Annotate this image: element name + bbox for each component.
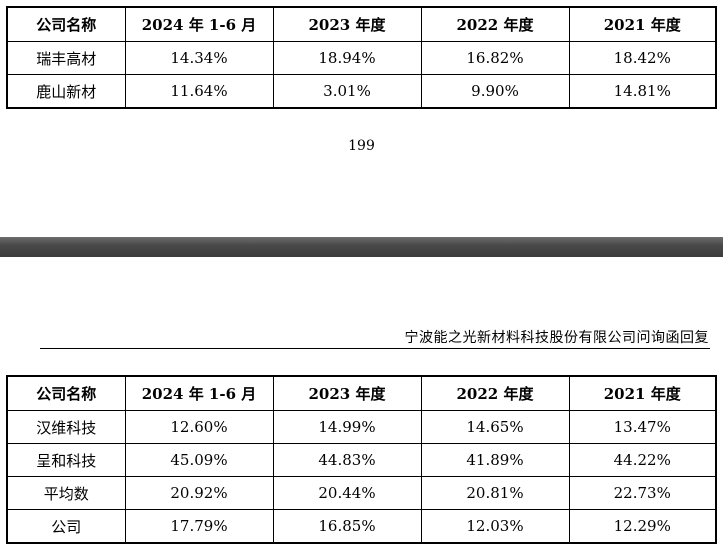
header-rule <box>40 348 710 349</box>
header-2022: 2022 年度 <box>420 6 570 42</box>
cell-company: 瑞丰高材 <box>6 41 126 75</box>
cell-company: 公司 <box>6 509 126 544</box>
table-row: 公司 17.79% 16.85% 12.03% 12.29% <box>6 509 717 544</box>
cell-value: 18.94% <box>272 41 422 75</box>
cell-company: 呈和科技 <box>6 443 126 477</box>
cell-value: 14.81% <box>568 74 717 109</box>
document-page-bottom: 宁波能之光新材料科技股份有限公司问询函回复 公司名称 2024 年 1-6 月 … <box>0 257 723 555</box>
running-header: 宁波能之光新材料科技股份有限公司问询函回复 <box>404 330 709 346</box>
header-2021: 2021 年度 <box>568 375 717 411</box>
table-row: 瑞丰高材 14.34% 18.94% 16.82% 18.42% <box>6 41 717 75</box>
cell-value: 12.03% <box>420 509 570 544</box>
cell-value: 44.22% <box>568 443 717 477</box>
cell-company: 汉维科技 <box>6 410 126 444</box>
header-2024-h1: 2024 年 1-6 月 <box>124 6 274 42</box>
cell-value: 45.09% <box>124 443 274 477</box>
table-row: 汉维科技 12.60% 14.99% 14.65% 13.47% <box>6 410 717 444</box>
cell-value: 11.64% <box>124 74 274 109</box>
cell-company: 平均数 <box>6 476 126 510</box>
cell-value: 17.79% <box>124 509 274 544</box>
cell-value: 12.29% <box>568 509 717 544</box>
cell-value: 14.34% <box>124 41 274 75</box>
cell-value: 20.92% <box>124 476 274 510</box>
comparison-table: 公司名称 2024 年 1-6 月 2023 年度 2022 年度 2021 年… <box>6 375 717 544</box>
cell-value: 20.81% <box>420 476 570 510</box>
cell-value: 44.83% <box>272 443 422 477</box>
header-2024-h1: 2024 年 1-6 月 <box>124 375 274 411</box>
cell-value: 12.60% <box>124 410 274 444</box>
cell-value: 16.85% <box>272 509 422 544</box>
cell-company: 鹿山新材 <box>6 74 126 109</box>
header-2022: 2022 年度 <box>420 375 570 411</box>
cell-value: 9.90% <box>420 74 570 109</box>
header-2021: 2021 年度 <box>568 6 717 42</box>
cell-value: 18.42% <box>568 41 717 75</box>
header-company-name: 公司名称 <box>6 375 126 411</box>
table-row: 鹿山新材 11.64% 3.01% 9.90% 14.81% <box>6 74 717 109</box>
cell-value: 20.44% <box>272 476 422 510</box>
page-number: 199 <box>348 138 375 154</box>
header-2023: 2023 年度 <box>272 375 422 411</box>
table-header-row: 公司名称 2024 年 1-6 月 2023 年度 2022 年度 2021 年… <box>6 375 717 411</box>
cell-value: 16.82% <box>420 41 570 75</box>
page-gap <box>0 237 723 257</box>
header-2023: 2023 年度 <box>272 6 422 42</box>
document-page-top: 公司名称 2024 年 1-6 月 2023 年度 2022 年度 2021 年… <box>0 0 723 237</box>
cell-value: 14.65% <box>420 410 570 444</box>
cell-value: 13.47% <box>568 410 717 444</box>
cell-value: 3.01% <box>272 74 422 109</box>
table-row: 呈和科技 45.09% 44.83% 41.89% 44.22% <box>6 443 717 477</box>
table-row: 平均数 20.92% 20.44% 20.81% 22.73% <box>6 476 717 510</box>
comparison-table-continued: 公司名称 2024 年 1-6 月 2023 年度 2022 年度 2021 年… <box>6 6 717 109</box>
table-header-row: 公司名称 2024 年 1-6 月 2023 年度 2022 年度 2021 年… <box>6 6 717 42</box>
header-company-name: 公司名称 <box>6 6 126 42</box>
cell-value: 41.89% <box>420 443 570 477</box>
cell-value: 14.99% <box>272 410 422 444</box>
cell-value: 22.73% <box>568 476 717 510</box>
